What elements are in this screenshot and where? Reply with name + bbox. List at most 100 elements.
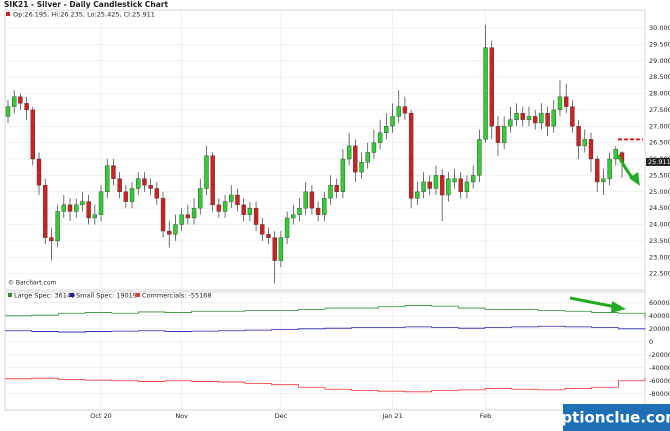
candle-body [452,178,457,183]
candle-body [495,126,501,143]
candle-body [594,158,600,183]
candle-body [216,204,222,212]
candle-body [576,126,581,147]
last-price: 25.911 [648,158,670,166]
candle-body [464,181,470,192]
y-tick-label: 26.500 [649,139,670,147]
candle-body [5,106,11,117]
candle-body [36,158,42,186]
candle-body [105,165,110,192]
candle-body [272,237,277,261]
y2-tick-label: -40000 [649,364,670,372]
candle-body [427,181,432,189]
candle-body [303,191,308,209]
legend-value: 36149 [54,292,75,300]
candle-body [247,207,253,215]
legend-value: 19019 [116,292,137,300]
candle-body [167,230,172,235]
y-tick-label: 30.000 [649,24,670,32]
candle-body [18,96,23,104]
candle-body [210,155,215,206]
candle-body [129,188,135,202]
x-tick-label: Feb [480,412,492,420]
candle-body [154,188,160,199]
x-tick-label: Oct 20 [90,412,112,420]
candle-body [253,207,259,225]
legend-swatch [136,293,140,297]
legend-name: Large Spec: [14,292,52,300]
candle-body [458,178,463,192]
candle-body [322,198,327,215]
candle-body [557,96,563,111]
candle-body [371,142,377,153]
candle-body [384,126,389,134]
chart-title: SIK21 - Silver - Daily Candlestick Chart [4,0,168,9]
candle-body [12,96,17,107]
price-frame [4,9,646,291]
candle-body [532,116,538,124]
candle-body [346,145,352,160]
legend-name: Small Spec: [76,292,114,300]
candle-body [477,139,482,176]
candle-body [260,224,265,235]
candle-body [545,112,550,127]
candle-body [309,191,315,209]
candle-body [439,175,445,196]
candle-body [334,185,339,192]
candle-body [514,112,519,120]
legend-label: Large Spec: 36149 [14,292,75,300]
candle-body [24,103,29,111]
candle-body [179,214,184,225]
legend-name: Commercials: [142,292,186,300]
candle-body [539,112,544,124]
y-tick-label: 27.000 [649,122,670,130]
x-tick-label: Jan 21 [381,412,402,420]
candle-body [136,178,141,189]
candle-body [328,185,333,199]
y2-tick-label: 40000 [649,312,670,320]
y-tick-label: 29.500 [649,40,670,48]
y-tick-label: 25.500 [649,171,670,179]
candle-body [98,191,104,215]
candle-body [551,109,556,127]
candle-body [235,194,240,206]
candle-body [601,178,606,183]
y-tick-label: 23.500 [649,237,670,245]
candle-body [173,224,178,235]
candle-body [340,158,346,192]
candle-body [470,175,476,183]
y-tick-label: 25.000 [649,188,670,196]
source: © Barchart.com [8,280,57,287]
x-tick-label: Dec [275,412,288,420]
candle-body [67,204,73,212]
y-tick-label: 28.000 [649,90,670,98]
candle-body [204,155,209,189]
candle-body [501,126,507,143]
ohlc-swatch [6,12,10,16]
y-tick-label: 29.000 [649,57,670,65]
candle-body [111,165,116,179]
candle-body [526,116,532,120]
candle-body [266,234,271,238]
candle-body [396,106,401,117]
candle-body [489,47,494,127]
candle-body [297,207,302,215]
candle-body [377,132,383,143]
candle-body [415,191,420,199]
watermark: optionclue.com [551,409,670,427]
candle-body [588,139,594,160]
candle-body [582,139,587,147]
cot-line [5,377,646,393]
candle-body [563,96,569,107]
y2-tick-label: 0 [649,338,653,346]
last-price-tag [646,157,670,166]
candle-body [117,178,122,192]
candle-body [92,214,98,219]
y-tick-label: 22.500 [649,270,670,278]
candle-body [123,191,129,202]
candle-body [508,119,513,127]
arrow [569,296,617,309]
candle-body [241,204,246,215]
